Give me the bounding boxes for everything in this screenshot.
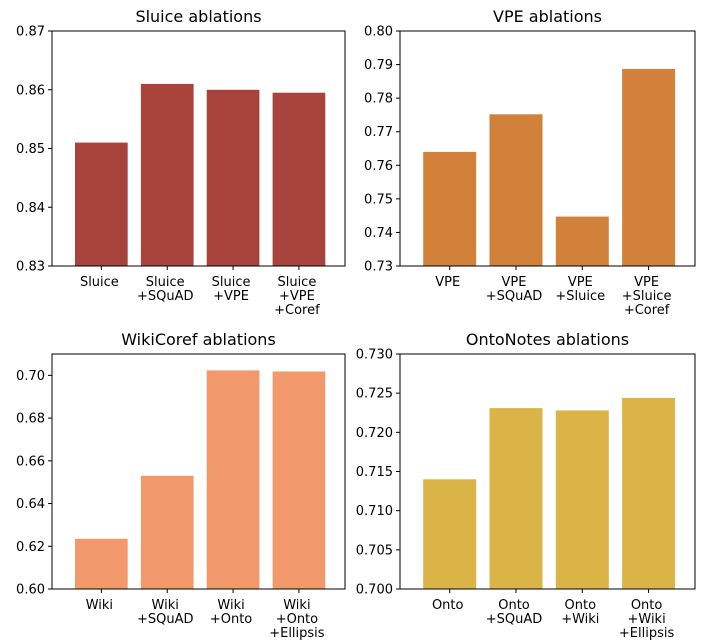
chart-panel-1: Sluice ablations Sluice Sluice +SQuAD Sluice… (16, 7, 346, 318)
y-tick-label: 0.80 (364, 25, 393, 40)
chart-title: WikiCoref ablations (121, 330, 276, 349)
y-tick-label: 0.60 (16, 583, 45, 598)
x-tick-label: VPE +Sluice (555, 275, 605, 304)
plot-frame (399, 353, 696, 590)
bar-3 (555, 410, 609, 589)
y-tick-label: 0.73 (364, 260, 393, 275)
x-tick-label: Sluice +VPE (212, 275, 251, 304)
x-tick-label: Onto (432, 598, 464, 613)
x-tick-label: VPE +Sluice +Coref (622, 275, 672, 318)
plot-frame (51, 30, 346, 267)
bar-4 (272, 371, 326, 589)
x-tick-label: Wiki +Onto (210, 598, 252, 627)
bar-3 (206, 89, 260, 267)
y-tick-label: 0.76 (364, 159, 393, 174)
chart-panel-4: OntoNotes ablations Onto Onto +SQuAD Onto +Wi… (356, 330, 696, 641)
chart-title: OntoNotes ablations (466, 330, 629, 349)
y-tick-label: 0.78 (364, 92, 393, 107)
y-tick-label: 0.705 (356, 543, 393, 558)
x-tick-label: Onto +Wiki (561, 598, 599, 627)
bar-1 (75, 142, 128, 266)
y-tick-label: 0.70 (16, 369, 45, 384)
bar-1 (423, 151, 477, 266)
y-tick-label: 0.710 (356, 504, 393, 519)
x-tick-label: Onto +Wiki +Ellipsis (619, 598, 675, 641)
x-tick-label: Onto +SQuAD (486, 598, 543, 627)
x-tick-label: Sluice +SQuAD (137, 275, 194, 304)
bar-4 (272, 92, 326, 266)
chart-panel-2: VPE ablations VPE VPE +SQuAD VPE +Sluice VPE +S… (364, 7, 696, 318)
y-tick-label: 0.77 (364, 125, 393, 140)
y-tick-label: 0.86 (16, 83, 45, 98)
chart-panel-3: WikiCoref ablations Wiki Wiki +SQuAD Wiki +On… (16, 330, 346, 641)
y-tick-label: 0.700 (356, 583, 393, 598)
bar-1 (423, 479, 477, 589)
bar-4 (622, 397, 676, 589)
bar-2 (140, 83, 194, 267)
plot-frame (51, 353, 346, 590)
y-tick-label: 0.83 (16, 260, 45, 275)
y-tick-label: 0.68 (16, 412, 45, 427)
x-tick-label: Wiki +Onto +Ellipsis (269, 598, 325, 641)
chart-title: Sluice ablations (135, 7, 261, 26)
bar-2 (489, 408, 543, 589)
y-tick-label: 0.74 (364, 226, 393, 241)
bar-1 (75, 538, 128, 589)
y-tick-label: 0.715 (356, 465, 393, 480)
y-tick-label: 0.79 (364, 58, 393, 73)
bar-2 (489, 114, 543, 266)
y-tick-label: 0.720 (356, 426, 393, 441)
y-tick-label: 0.75 (364, 192, 393, 207)
y-tick-label: 0.64 (16, 497, 45, 512)
x-tick-label: VPE +SQuAD (486, 275, 543, 304)
bar-3 (555, 216, 609, 266)
y-tick-label: 0.730 (356, 348, 393, 363)
y-tick-label: 0.84 (16, 201, 45, 216)
chart-title: VPE ablations (493, 7, 602, 26)
y-tick-label: 0.87 (16, 25, 45, 40)
y-tick-label: 0.85 (16, 142, 45, 157)
y-tick-label: 0.725 (356, 387, 393, 402)
bar-2 (140, 475, 194, 589)
x-tick-label: Sluice (80, 275, 119, 290)
y-tick-label: 0.66 (16, 454, 45, 469)
x-tick-label: VPE (435, 275, 460, 290)
x-tick-label: Wiki +SQuAD (137, 598, 194, 627)
bar-4 (622, 68, 676, 267)
x-tick-label: Sluice +VPE +Coref (274, 275, 320, 318)
bar-3 (206, 370, 260, 589)
plot-frame (399, 30, 696, 267)
y-tick-label: 0.62 (16, 540, 45, 555)
x-tick-label: Wiki (86, 598, 113, 613)
